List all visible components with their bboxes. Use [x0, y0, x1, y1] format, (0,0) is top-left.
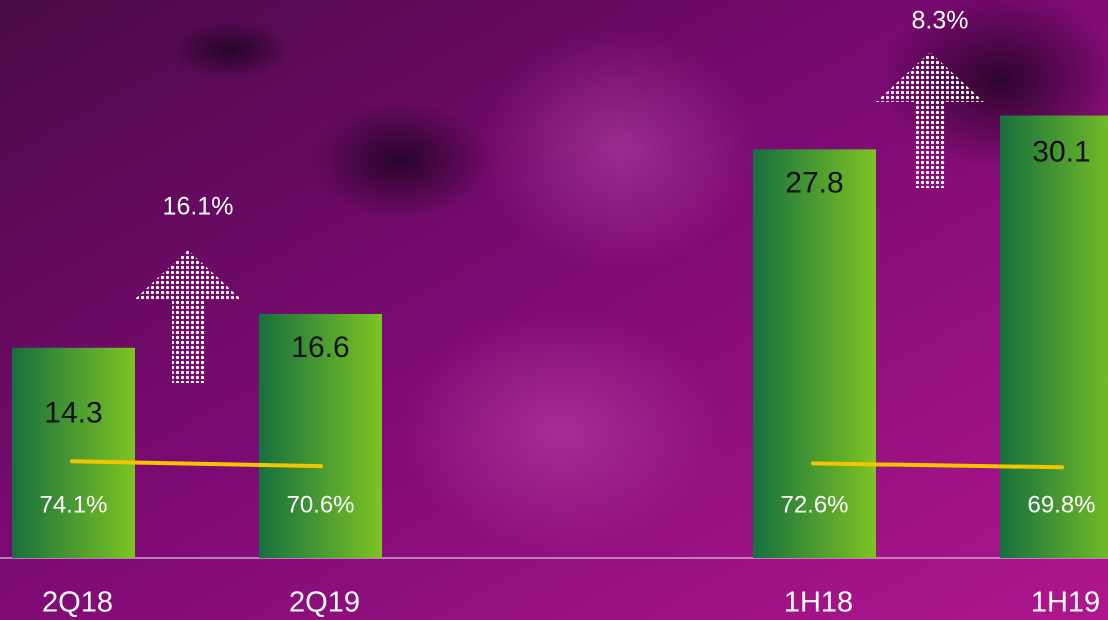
- growth-label: 8.3%: [912, 7, 969, 35]
- x-tick-label: 1H19: [1031, 587, 1100, 619]
- photo-highlight: [400, 310, 720, 550]
- margin-label: 74.1%: [39, 491, 107, 518]
- chart: 14.3 2Q18 16.6 2Q19 27.8 1H18 30.1 1H19 74.1% 70.…: [0, 0, 1108, 620]
- bar-value-label: 14.3: [44, 397, 102, 430]
- x-tick-label: 1H18: [784, 587, 853, 619]
- bar-value-label: 27.8: [785, 166, 843, 199]
- bar: [12, 348, 135, 558]
- photo-shade: [170, 20, 290, 80]
- x-tick-label: 2Q18: [42, 587, 113, 619]
- margin-label: 69.8%: [1027, 491, 1095, 518]
- bar-value-label: 16.6: [291, 331, 349, 364]
- margin-label: 70.6%: [286, 491, 354, 518]
- bar-value-label: 30.1: [1032, 135, 1090, 168]
- page: {"chart_data": { "type": "bar", "categor…: [0, 0, 1108, 620]
- growth-label: 16.1%: [163, 193, 234, 221]
- photo-shade: [310, 100, 490, 220]
- photo-highlight: [480, 30, 760, 270]
- margin-label: 72.6%: [780, 491, 848, 518]
- x-tick-label: 2Q19: [289, 587, 360, 619]
